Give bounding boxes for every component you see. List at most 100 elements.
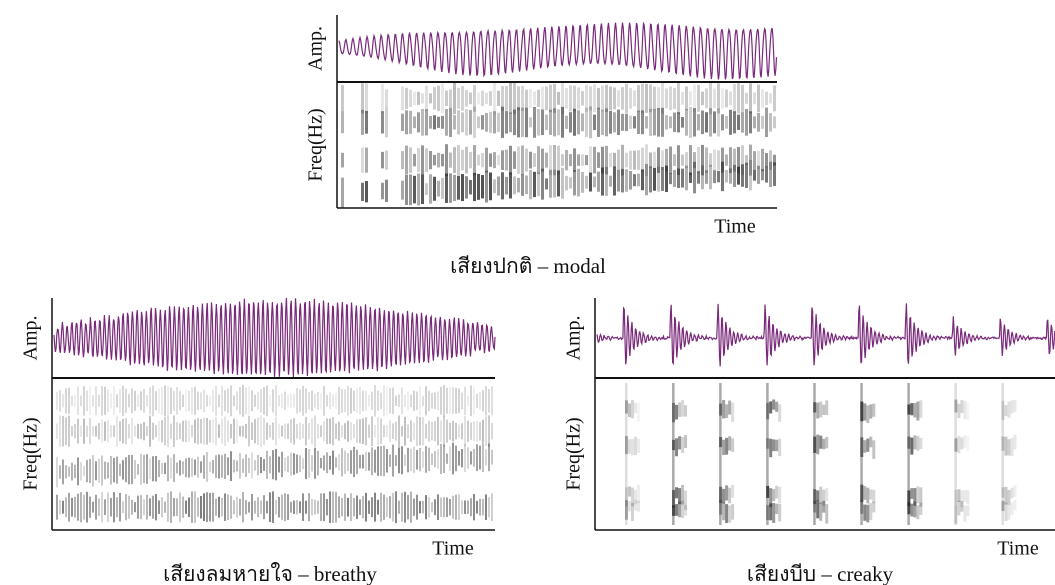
spectro-cell [485, 416, 487, 446]
spectro-cell [77, 493, 79, 521]
spectro-cell [416, 416, 418, 447]
spectro-cell [725, 404, 729, 418]
spectro-cell [425, 109, 428, 136]
spectro-cell [675, 438, 679, 457]
spectro-cell [593, 176, 596, 188]
spectro-cell [569, 154, 572, 167]
spectro-cell [416, 391, 418, 410]
spectro-cell [722, 400, 726, 419]
spectro-cell [452, 442, 454, 475]
spectro-cell [155, 425, 157, 438]
spectro-cell [332, 450, 334, 475]
spectro-cell [772, 399, 776, 410]
spectro-cell [128, 394, 130, 408]
spectro-cell [401, 446, 403, 475]
spectro-cell [672, 490, 676, 508]
spectro-cell [429, 116, 432, 129]
spectro-cell [80, 462, 82, 481]
spectro-cell [239, 387, 241, 415]
spectro-cell [62, 394, 64, 408]
spectro-cell [320, 493, 322, 522]
spectro-cell [919, 487, 923, 507]
spectro-cell [404, 416, 406, 446]
spectro-cell [445, 90, 448, 107]
spectro-cell [585, 175, 588, 189]
spectro-cell [194, 491, 196, 524]
spectro-cell [170, 387, 172, 414]
spectro-cell [227, 457, 229, 476]
spectro-cell [446, 419, 448, 443]
spectro-cell [681, 400, 685, 417]
spectro-cell [170, 457, 172, 479]
spectro-cell [685, 165, 688, 191]
spectro-cell [765, 153, 768, 168]
spectro-cell [1001, 487, 1005, 498]
spectro-cell [813, 500, 817, 513]
spectro-cell [653, 151, 656, 169]
waveform [596, 303, 1055, 367]
spectro-cell [637, 173, 640, 187]
spectro-cell [541, 109, 544, 136]
spectro-cell [645, 116, 648, 129]
spectro-cell [359, 499, 361, 515]
spectro-cell [385, 107, 388, 138]
spectro-cell [513, 109, 516, 136]
spectro-cell [467, 500, 469, 514]
spectro-cell [128, 454, 130, 485]
spectro-cell [119, 388, 121, 413]
spectro-cell [769, 401, 773, 414]
spectro-cell [385, 179, 388, 202]
spectro-cell [131, 454, 133, 485]
spectro-cell [143, 388, 145, 413]
spectro-cell [323, 493, 325, 522]
spectro-cell [269, 492, 271, 523]
spectro-cell [377, 390, 379, 412]
spectro-cell [469, 151, 472, 169]
spectro-cell [629, 150, 632, 170]
spectro-cell [657, 166, 660, 192]
spectro-cell [719, 499, 723, 515]
spectro-cell [356, 449, 358, 474]
spectro-cell [356, 495, 358, 519]
spectro-cell [597, 171, 600, 192]
spectro-cell [866, 487, 870, 504]
spectro-cell [473, 172, 476, 202]
spectro-cell [725, 169, 728, 183]
spectro-cell [501, 172, 504, 200]
spectro-cell [197, 497, 199, 517]
spectro-cell [308, 422, 310, 440]
spectro-cell [863, 486, 867, 500]
spectro-cell [164, 501, 166, 513]
spectro-cell [314, 393, 316, 408]
spectro-cell [628, 403, 631, 418]
spectro-cell [541, 86, 544, 110]
spectro-cell [822, 404, 826, 416]
spectro-cell [278, 423, 280, 439]
spectro-cell [170, 491, 172, 523]
spectro-cell [637, 402, 640, 422]
spectro-cell [326, 395, 328, 407]
spectro-cell [669, 116, 672, 129]
spectro-cell [329, 491, 331, 523]
spectro-cell [203, 493, 205, 522]
spectro-cell [296, 423, 298, 439]
spectro-cell [1007, 504, 1011, 520]
spectro-cell [449, 152, 452, 168]
spectro-cell [757, 150, 760, 170]
spectro-cell [242, 425, 244, 437]
spectro-cell [545, 152, 548, 168]
spectro-cell [377, 446, 379, 476]
spectro-cell [769, 150, 772, 170]
spectro-cell [673, 154, 676, 166]
spectro-cell [113, 457, 115, 483]
spectro-cell [737, 83, 740, 114]
spectro-cell [737, 114, 740, 130]
spectro-cell [617, 90, 620, 107]
spectro-cell [251, 452, 253, 479]
spectro-cell [907, 490, 911, 507]
spectro-cell [347, 386, 349, 416]
spectro-cell [434, 451, 436, 468]
spectro-cell [392, 423, 394, 439]
spectro-cell [673, 87, 676, 109]
spectro-cell [335, 423, 337, 439]
